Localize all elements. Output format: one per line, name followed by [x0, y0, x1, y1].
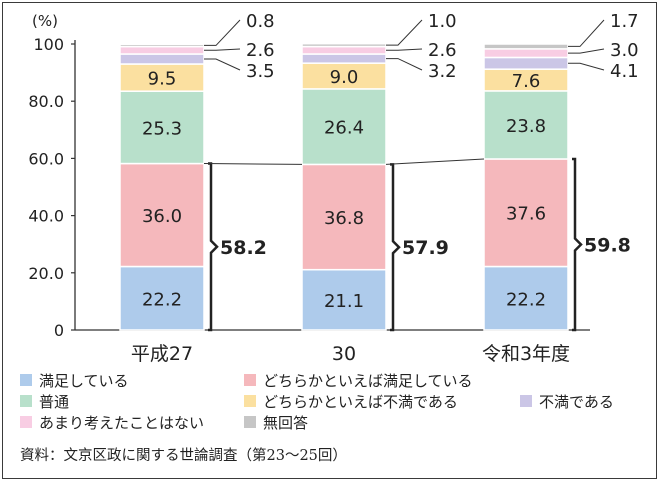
leader-line: [204, 19, 241, 46]
data-label: 4.1: [610, 61, 639, 82]
bar-segment: [119, 53, 205, 65]
bracket: [208, 162, 219, 332]
legend-swatch: [244, 374, 256, 386]
data-label: 2.6: [246, 40, 275, 61]
y-tick-label: 20.0: [28, 264, 64, 283]
data-label: 26.4: [324, 118, 364, 139]
data-label: 21.1: [324, 291, 364, 312]
bracket-total-label: 58.2: [220, 237, 267, 259]
bar-segment: [483, 48, 569, 59]
legend-swatch: [244, 416, 256, 428]
bracket-total-label: 57.9: [402, 237, 449, 259]
bar-segment: [483, 90, 569, 160]
data-label: 1.0: [428, 11, 457, 32]
bar-segment: [301, 88, 387, 166]
y-tick-label: 80.0: [28, 92, 64, 111]
source-note: 資料：文京区政に関する世論調査（第23～25回）: [20, 448, 347, 464]
leader-line: [386, 58, 423, 71]
legend-swatch: [520, 395, 532, 407]
legend-label: どちらかといえば満足している: [263, 372, 473, 390]
bar-segment: [301, 53, 387, 64]
y-unit-label: (%): [32, 12, 58, 30]
data-label: 3.2: [428, 61, 457, 82]
bar-segment: [119, 265, 205, 331]
data-label: 25.3: [142, 118, 182, 139]
bar-segment: [483, 43, 569, 50]
legend-label: 普通: [39, 393, 69, 411]
legend-swatch: [244, 395, 256, 407]
legend-swatch: [20, 416, 32, 428]
y-tick-label: 40.0: [28, 207, 64, 226]
leader-line: [204, 58, 241, 71]
x-tick-label: 令和3年度: [482, 343, 570, 365]
bar-segment: [483, 56, 569, 70]
data-label: 36.8: [324, 208, 364, 229]
connector-line: [203, 163, 303, 165]
leader-line: [568, 62, 605, 71]
bracket: [390, 163, 401, 332]
y-tick-label: 60.0: [28, 149, 64, 168]
data-label: 7.6: [512, 71, 541, 92]
x-tick-label: 平成27: [131, 343, 193, 365]
legend-label: 満足している: [39, 372, 129, 390]
data-label: 3.0: [610, 40, 639, 61]
leader-line: [386, 19, 423, 46]
leader-line: [568, 19, 605, 47]
data-label: 9.0: [330, 67, 359, 88]
bar-segment: [119, 162, 205, 268]
bar-segment: [301, 62, 387, 90]
bracket-total-label: 59.8: [584, 234, 631, 256]
legend-swatch: [20, 374, 32, 386]
data-label: 37.6: [506, 204, 546, 225]
leader-line: [386, 48, 423, 51]
data-label: 22.2: [142, 289, 182, 310]
data-label: 9.5: [148, 69, 177, 90]
leader-line: [568, 48, 605, 54]
bracket: [572, 157, 583, 332]
y-tick-label: 0: [54, 321, 64, 340]
legend-swatch: [20, 395, 32, 407]
x-tick-label: 30: [332, 343, 356, 365]
bar-segment: [483, 265, 569, 331]
data-label: 3.5: [246, 61, 275, 82]
bar-segment: [119, 63, 205, 92]
bar-segment: [483, 158, 569, 268]
legend-label: どちらかといえば不満である: [263, 393, 458, 411]
legend-label: 無回答: [263, 414, 308, 432]
legend-label: 不満である: [539, 393, 614, 411]
legend-label: あまり考えたことはない: [39, 414, 204, 432]
bar-segment: [119, 90, 205, 165]
bar-segment: [119, 45, 205, 55]
leader-line: [204, 48, 241, 51]
data-label: 2.6: [428, 40, 457, 61]
data-label: 36.0: [142, 206, 182, 227]
data-label: 22.2: [506, 289, 546, 310]
bar-segment: [301, 42, 387, 48]
connector-line: [385, 158, 485, 165]
data-label: 23.8: [506, 116, 546, 137]
y-tick-label: 100: [33, 35, 64, 54]
bar-segment: [119, 43, 205, 48]
data-label: 1.7: [610, 11, 639, 32]
data-label: 0.8: [246, 11, 275, 32]
bar-segment: [301, 45, 387, 55]
